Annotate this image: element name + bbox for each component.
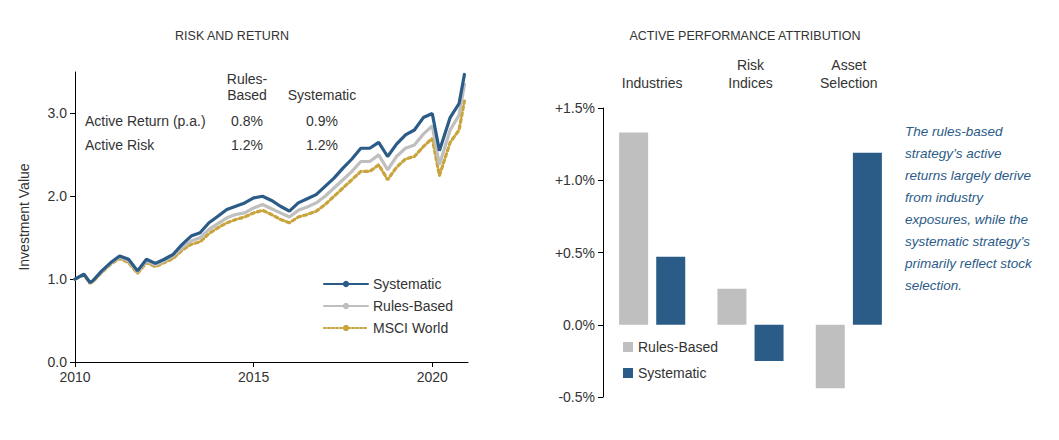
svg-text:2.0: 2.0 xyxy=(48,188,68,204)
svg-text:selection.: selection. xyxy=(905,278,962,293)
svg-text:Active Return (p.a.): Active Return (p.a.) xyxy=(85,113,206,129)
svg-text:2015: 2015 xyxy=(238,369,269,385)
svg-text:+0.5%: +0.5% xyxy=(555,245,595,261)
svg-text:Rules-Based: Rules-Based xyxy=(373,298,453,314)
svg-text:Systematic: Systematic xyxy=(288,87,356,103)
svg-text:Industries: Industries xyxy=(622,75,683,91)
svg-text:MSCI World: MSCI World xyxy=(373,320,448,336)
svg-text:0.8%: 0.8% xyxy=(231,113,263,129)
svg-text:+1.0%: +1.0% xyxy=(555,172,595,188)
svg-text:Rules-Based: Rules-Based xyxy=(638,339,718,355)
svg-text:+1.5%: +1.5% xyxy=(555,100,595,116)
svg-text:-0.5%: -0.5% xyxy=(558,389,595,405)
svg-text:2020: 2020 xyxy=(417,369,448,385)
svg-text:Risk: Risk xyxy=(737,57,765,73)
svg-text:Indices: Indices xyxy=(728,75,772,91)
svg-text:Active Risk: Active Risk xyxy=(85,137,155,153)
svg-text:2010: 2010 xyxy=(59,369,90,385)
svg-text:systematic strategy’s: systematic strategy’s xyxy=(905,234,1030,249)
svg-text:Investment Value: Investment Value xyxy=(16,163,32,270)
svg-text:1.0: 1.0 xyxy=(48,271,68,287)
svg-text:1.2%: 1.2% xyxy=(231,137,263,153)
svg-text:RISK AND RETURN: RISK AND RETURN xyxy=(175,29,289,43)
svg-text:The rules-based: The rules-based xyxy=(905,124,1003,139)
svg-text:3.0: 3.0 xyxy=(48,105,68,121)
svg-text:0.9%: 0.9% xyxy=(306,113,338,129)
svg-text:primarily reflect stock: primarily reflect stock xyxy=(904,256,1033,271)
svg-text:Asset: Asset xyxy=(831,57,866,73)
svg-text:ACTIVE PERFORMANCE ATTRIBUTION: ACTIVE PERFORMANCE ATTRIBUTION xyxy=(629,29,860,43)
svg-text:Systematic: Systematic xyxy=(638,365,706,381)
svg-text:strategy’s active: strategy’s active xyxy=(905,146,1002,161)
svg-text:from industry: from industry xyxy=(905,190,984,205)
svg-text:returns largely derive: returns largely derive xyxy=(905,168,1031,183)
svg-text:0.0: 0.0 xyxy=(48,354,68,370)
svg-text:Rules-: Rules- xyxy=(227,71,268,87)
svg-text:0.0%: 0.0% xyxy=(563,317,595,333)
svg-text:Based: Based xyxy=(227,87,267,103)
svg-text:Systematic: Systematic xyxy=(373,276,441,292)
svg-text:1.2%: 1.2% xyxy=(306,137,338,153)
svg-text:exposures, while the: exposures, while the xyxy=(905,212,1028,227)
svg-text:Selection: Selection xyxy=(820,75,878,91)
